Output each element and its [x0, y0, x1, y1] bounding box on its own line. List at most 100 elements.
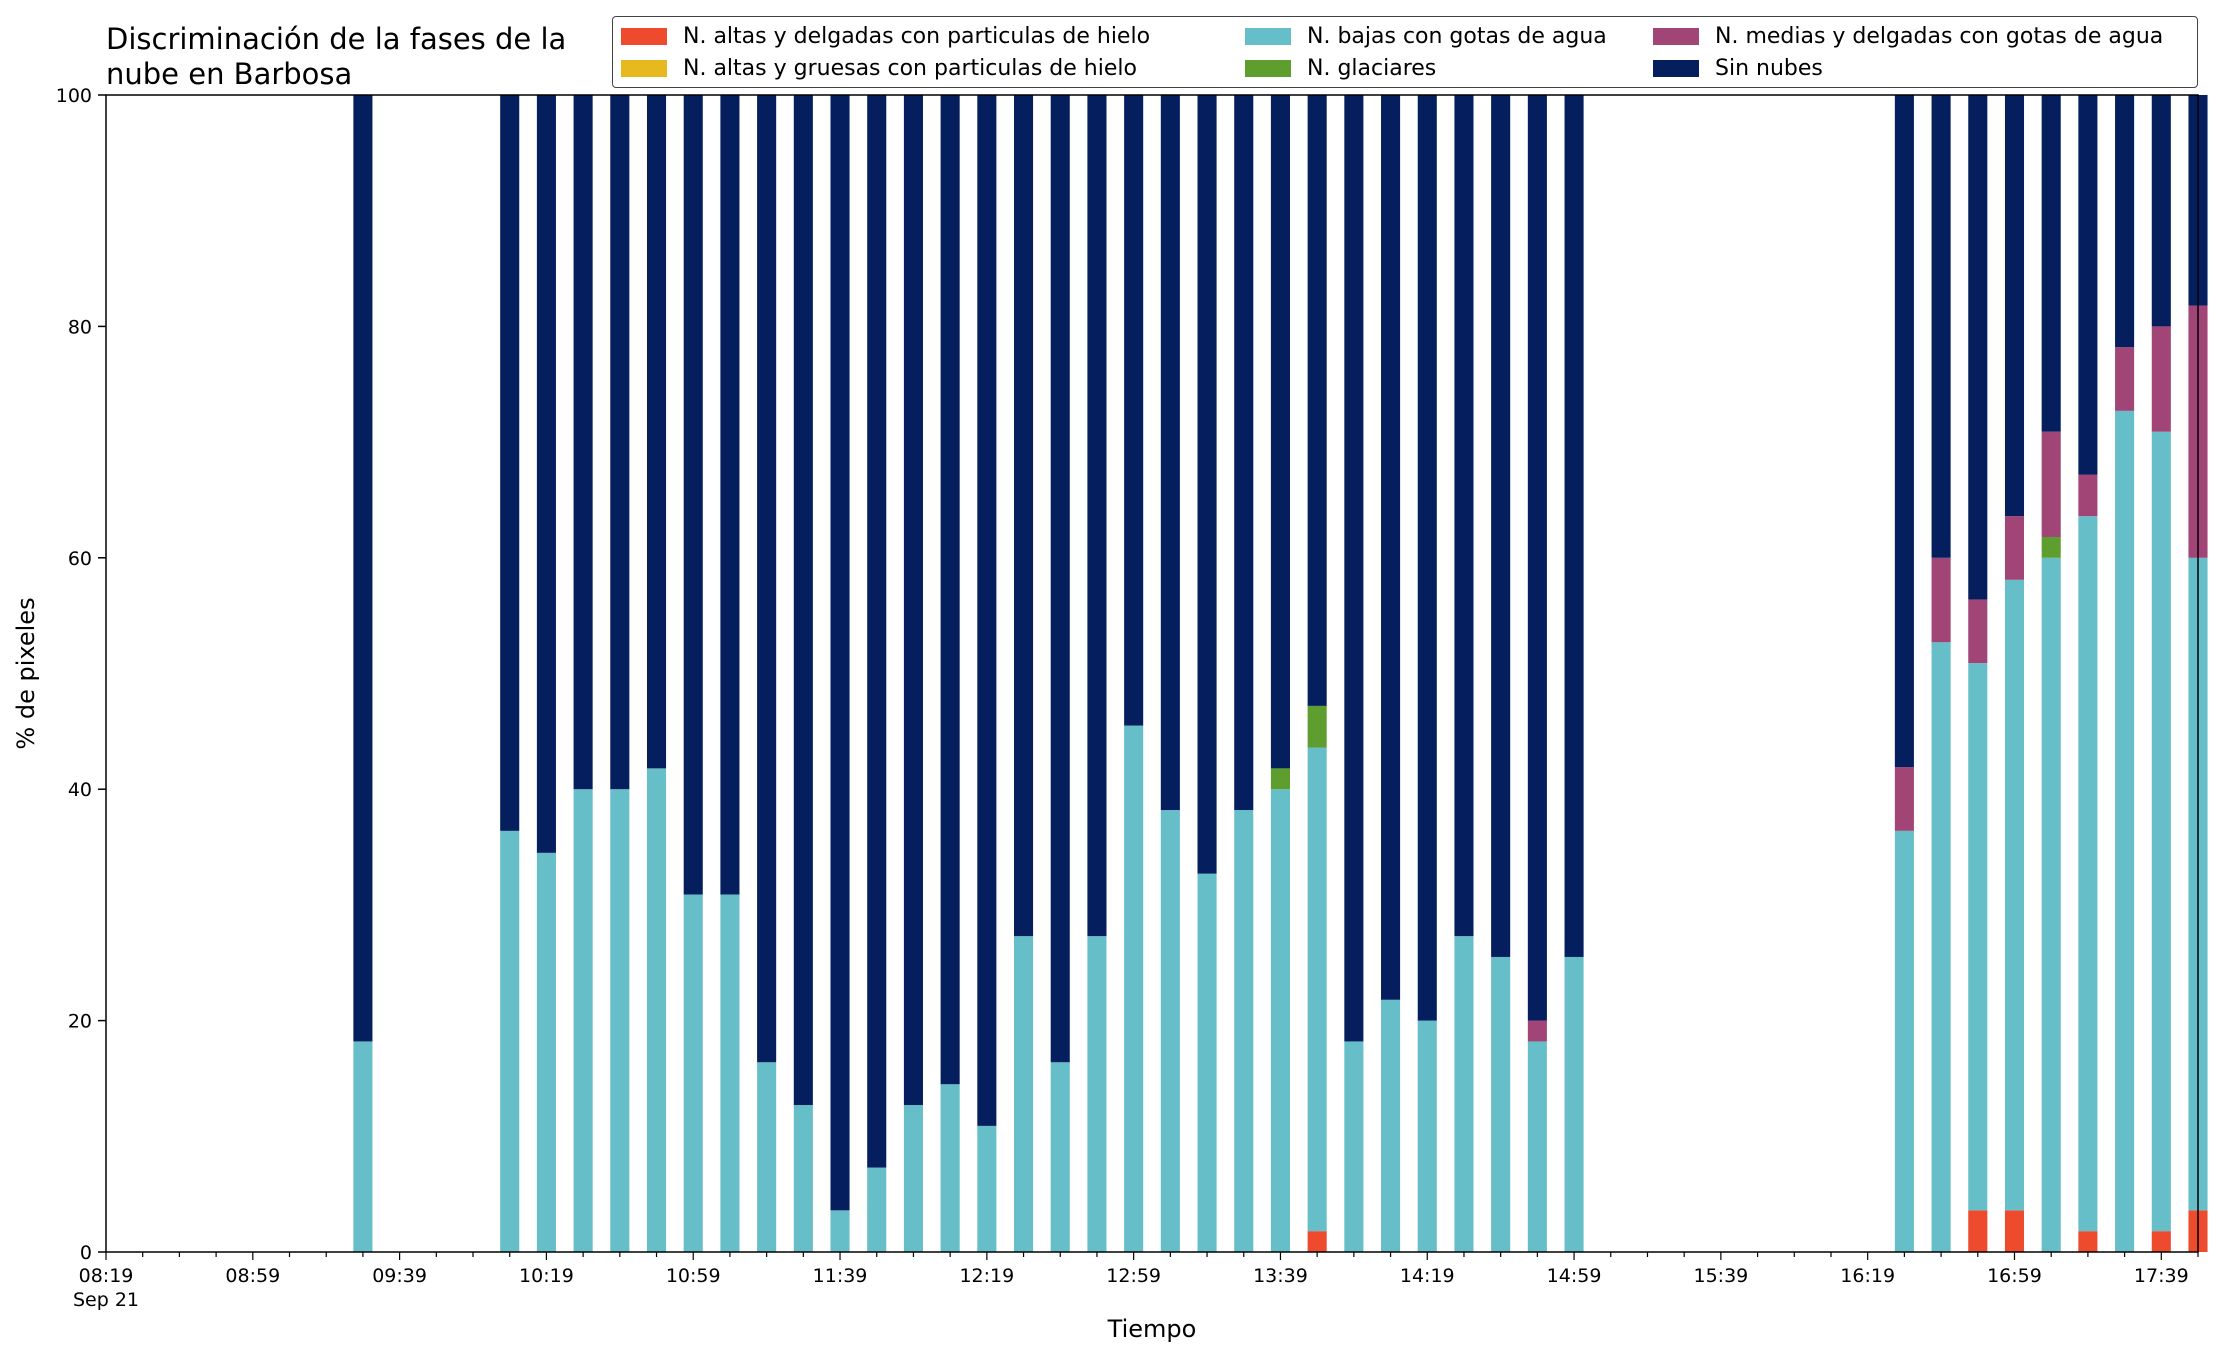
- bar-segment-1039-s5: [610, 95, 630, 790]
- bar-segment-1719-s5: [2078, 95, 2098, 475]
- bar-segment-0929-s5: [353, 95, 373, 1042]
- bar-segment-1029-s5: [573, 95, 593, 790]
- bar-segment-1009-s5: [500, 95, 520, 831]
- bar-segment-1339-s2: [1270, 789, 1290, 1252]
- bar-segment-1409-s5: [1381, 95, 1401, 1000]
- bar-segment-1149-s2: [867, 1167, 887, 1252]
- bar-segment-1349-s5: [1307, 95, 1327, 706]
- bar-segment-1309-s2: [1160, 810, 1180, 1252]
- bar-segment-1329-s2: [1234, 810, 1254, 1252]
- bar-segment-1449-s4: [1527, 1020, 1547, 1042]
- y-tick-label: 80: [68, 316, 92, 338]
- bar-segment-1649-s5: [1968, 95, 1988, 600]
- y-tick-label: 0: [80, 1242, 92, 1264]
- bar-segment-1239-s5: [1050, 95, 1070, 1063]
- bar-segment-1449-s2: [1527, 1041, 1547, 1252]
- bar-segment-1349-s0: [1307, 1231, 1327, 1252]
- bar-segment-1459-s2: [1564, 956, 1584, 1252]
- bar-segment-1739-s2: [2151, 431, 2171, 1232]
- bar-segment-1449-s5: [1527, 95, 1547, 1021]
- x-axis-label: Tiempo: [1107, 1315, 1197, 1343]
- bar-segment-1239-s2: [1050, 1062, 1070, 1252]
- bar-segment-1249-s5: [1087, 95, 1107, 937]
- legend-item: N. medias y delgadas con gotas de agua: [1653, 21, 2163, 51]
- legend-label: N. altas y delgadas con particulas de hi…: [683, 23, 1151, 49]
- bar-segment-1649-s2: [1968, 663, 1988, 1211]
- bar-segment-1259-s5: [1124, 95, 1144, 726]
- bar-segment-1049-s2: [646, 768, 667, 1252]
- bar-segment-1159-s2: [903, 1105, 923, 1252]
- x-tick-label: 14:59: [1547, 1265, 1602, 1287]
- bar-segment-1349-s2: [1307, 747, 1327, 1232]
- bar-segment-1709-s5: [2041, 95, 2061, 432]
- bar-segment-1139-s2: [830, 1210, 850, 1252]
- bar-segment-1319-s2: [1197, 873, 1217, 1252]
- bar-segment-1129-s2: [793, 1105, 813, 1252]
- legend-swatch: [621, 27, 667, 45]
- y-tick-label: 20: [68, 1011, 92, 1033]
- bar-segment-1709-s3: [2041, 536, 2061, 558]
- legend-label: N. bajas con gotas de agua: [1307, 23, 1607, 49]
- bar-segment-1109-s5: [720, 95, 740, 895]
- bar-segment-1359-s2: [1344, 1041, 1364, 1252]
- y-tick-label: 100: [56, 85, 92, 107]
- x-tick-label: 13:39: [1253, 1265, 1308, 1287]
- bar-segment-1419-s2: [1417, 1020, 1437, 1252]
- x-tick-label: 12:59: [1106, 1265, 1161, 1287]
- legend-item: N. bajas con gotas de agua: [1245, 21, 1607, 51]
- bar-segment-1159-s5: [903, 95, 923, 1106]
- bar-segment-1329-s5: [1234, 95, 1254, 811]
- bar-segment-1429-s5: [1454, 95, 1474, 937]
- y-tick-label: 60: [68, 548, 92, 570]
- bar-segment-1119-s5: [757, 95, 777, 1063]
- bar-segment-1729-s5: [2115, 95, 2135, 348]
- x-tick-label: 08:59: [225, 1265, 280, 1287]
- legend-label: N. glaciares: [1307, 55, 1437, 81]
- bar-segment-1059-s5: [683, 95, 703, 895]
- bar-segment-1709-s4: [2041, 431, 2061, 537]
- bar-segment-1229-s2: [1014, 936, 1034, 1252]
- bar-segment-1639-s5: [1931, 95, 1951, 558]
- bar-segment-1739-s0: [2151, 1231, 2171, 1252]
- legend-swatch: [1653, 27, 1699, 45]
- bar-segment-1029-s2: [573, 789, 593, 1252]
- bar-segment-1339-s5: [1270, 95, 1290, 769]
- bar-segment-1649-s4: [1968, 599, 1988, 664]
- bar-segment-1659-s0: [2004, 1210, 2025, 1252]
- bar-segment-1639-s2: [1931, 642, 1951, 1252]
- bar-segment-1659-s4: [2004, 516, 2025, 580]
- bar-segment-1339-s3: [1270, 768, 1290, 790]
- bar-segment-1209-s5: [940, 95, 960, 1085]
- bar-segment-1649-s0: [1968, 1210, 1988, 1252]
- bar-segment-1429-s2: [1454, 936, 1474, 1252]
- x-tick-label: 17:39: [2134, 1265, 2189, 1287]
- bar-segment-1349-s3: [1307, 705, 1327, 748]
- x-tick-label: 16:19: [1840, 1265, 1895, 1287]
- bar-segment-1009-s2: [500, 830, 520, 1252]
- bar-segment-1729-s2: [2115, 410, 2135, 1252]
- bar-segment-1739-s5: [2151, 95, 2171, 327]
- bar-segment-1249-s2: [1087, 936, 1107, 1252]
- legend-label: N. medias y delgadas con gotas de agua: [1715, 23, 2164, 49]
- bar-segment-1359-s5: [1344, 95, 1364, 1042]
- x-tick-label: 16:59: [1987, 1265, 2042, 1287]
- y-axis-label: % de pixeles: [12, 597, 40, 749]
- chart-title: Discriminación de la fases de la nube en …: [106, 22, 566, 92]
- x-tick-sublabel: Sep 21: [73, 1289, 139, 1311]
- bar-segment-1229-s5: [1014, 95, 1034, 937]
- bar-segment-1219-s2: [977, 1125, 997, 1252]
- y-tick-label: 40: [68, 779, 92, 801]
- bar-segment-1319-s5: [1197, 95, 1217, 874]
- legend-label: N. altas y gruesas con particulas de hie…: [683, 55, 1137, 81]
- bar-segment-1439-s2: [1491, 956, 1511, 1252]
- legend-swatch: [1245, 27, 1291, 45]
- bar-segment-1059-s2: [683, 894, 703, 1252]
- bar-segment-1209-s2: [940, 1084, 960, 1252]
- legend-item: N. glaciares: [1245, 53, 1436, 83]
- x-tick-label: 09:39: [372, 1265, 427, 1287]
- bar-segment-1419-s5: [1417, 95, 1437, 1021]
- bar-segment-1409-s2: [1381, 999, 1401, 1252]
- x-tick-label: 11:39: [813, 1265, 868, 1287]
- bar-segment-1739-s4: [2151, 326, 2171, 432]
